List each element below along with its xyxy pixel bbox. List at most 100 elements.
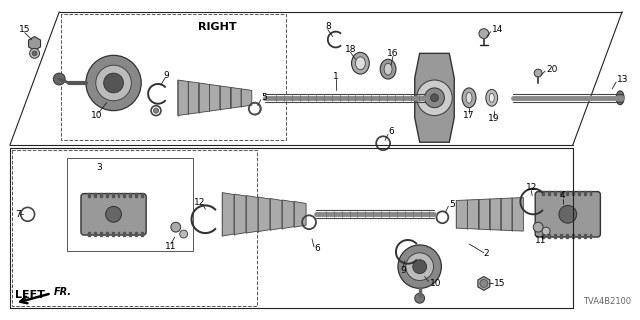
Bar [100, 232, 102, 236]
Polygon shape [246, 196, 258, 233]
Bar [554, 191, 556, 195]
Polygon shape [258, 197, 270, 232]
Circle shape [413, 260, 427, 274]
Polygon shape [490, 198, 501, 230]
Ellipse shape [384, 63, 392, 75]
Text: 4: 4 [560, 191, 566, 200]
Polygon shape [282, 200, 294, 228]
Bar [106, 232, 108, 236]
Ellipse shape [462, 88, 476, 108]
Circle shape [480, 279, 488, 287]
Bar [141, 232, 143, 236]
Circle shape [533, 222, 543, 232]
Circle shape [542, 227, 550, 235]
Circle shape [398, 245, 442, 288]
Ellipse shape [466, 92, 472, 103]
Circle shape [415, 293, 424, 303]
Bar [94, 232, 96, 236]
Text: 14: 14 [492, 25, 503, 34]
Polygon shape [270, 198, 282, 230]
Polygon shape [234, 194, 246, 235]
Text: 12: 12 [525, 183, 537, 192]
Bar [118, 232, 120, 236]
Ellipse shape [351, 52, 369, 74]
Circle shape [86, 55, 141, 111]
Polygon shape [294, 202, 306, 227]
Ellipse shape [355, 57, 365, 70]
Bar [129, 232, 131, 236]
Polygon shape [501, 198, 512, 231]
Bar [572, 191, 573, 195]
FancyBboxPatch shape [535, 192, 600, 237]
Text: 10: 10 [91, 111, 102, 120]
Bar [548, 191, 550, 195]
Text: 15: 15 [19, 25, 31, 34]
Bar [542, 191, 544, 195]
Bar [566, 234, 568, 238]
Polygon shape [29, 36, 40, 50]
Circle shape [154, 108, 159, 113]
Bar [542, 234, 544, 238]
Polygon shape [220, 86, 230, 110]
Bar [88, 232, 90, 236]
Bar [111, 232, 113, 236]
Text: 19: 19 [488, 114, 499, 123]
Text: 11: 11 [165, 242, 177, 252]
Text: 8: 8 [325, 22, 331, 31]
Text: 7: 7 [15, 210, 20, 219]
Polygon shape [199, 83, 209, 113]
Circle shape [180, 230, 188, 238]
Text: TVA4B2100: TVA4B2100 [582, 297, 631, 306]
Polygon shape [512, 197, 524, 231]
Polygon shape [241, 89, 252, 107]
Text: 9: 9 [163, 71, 169, 80]
Circle shape [96, 65, 131, 101]
Ellipse shape [380, 59, 396, 79]
Circle shape [53, 73, 65, 85]
Text: 16: 16 [387, 49, 399, 58]
Bar [589, 191, 591, 195]
Text: 18: 18 [345, 45, 356, 54]
Bar [560, 191, 562, 195]
Ellipse shape [490, 93, 494, 102]
Bar [88, 193, 90, 196]
Text: 17: 17 [463, 111, 475, 120]
Bar [589, 234, 591, 238]
Circle shape [32, 51, 37, 56]
Bar [578, 234, 580, 238]
Circle shape [431, 94, 438, 102]
Text: LEFT: LEFT [15, 290, 45, 300]
Text: RIGHT: RIGHT [198, 22, 237, 32]
Bar [124, 232, 125, 236]
Text: FR.: FR. [53, 287, 71, 297]
Text: 2: 2 [484, 249, 490, 258]
Bar [118, 193, 120, 196]
Text: 6: 6 [314, 244, 320, 253]
Bar [106, 193, 108, 196]
Circle shape [106, 206, 122, 222]
Polygon shape [230, 87, 241, 108]
Polygon shape [479, 199, 490, 230]
Text: 1: 1 [333, 72, 339, 81]
Text: 15: 15 [493, 279, 505, 288]
Bar [129, 193, 131, 196]
Circle shape [171, 222, 180, 232]
Bar [548, 234, 550, 238]
Bar [111, 193, 113, 196]
Circle shape [534, 69, 542, 77]
Text: 13: 13 [617, 75, 628, 84]
Text: 11: 11 [536, 236, 547, 245]
Circle shape [406, 253, 433, 280]
Polygon shape [467, 199, 479, 229]
Text: 9: 9 [400, 266, 406, 275]
Text: 12: 12 [194, 198, 205, 207]
Polygon shape [478, 276, 490, 290]
FancyBboxPatch shape [81, 194, 146, 235]
Polygon shape [415, 53, 454, 142]
Polygon shape [209, 84, 220, 111]
Polygon shape [456, 200, 467, 228]
Circle shape [559, 205, 577, 223]
Polygon shape [188, 82, 199, 114]
Bar [124, 193, 125, 196]
Bar [572, 234, 573, 238]
